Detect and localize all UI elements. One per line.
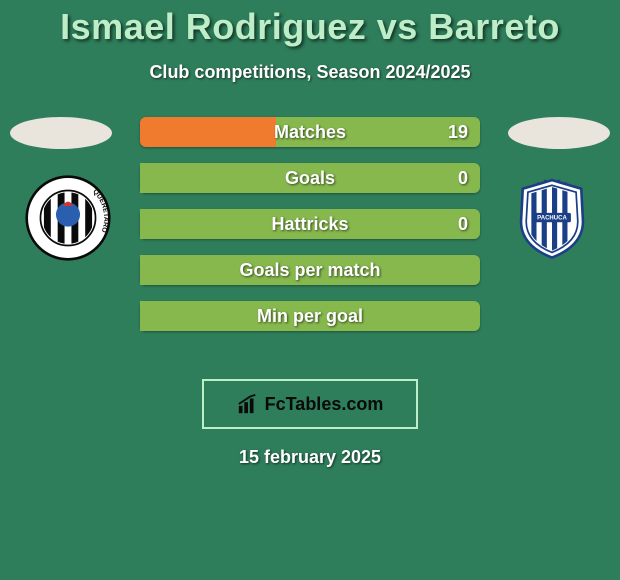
stat-bars: Matches19 Goals0 Hattricks0 Goals per match… [140, 117, 480, 347]
chart-icon [237, 393, 259, 415]
date-line: 15 february 2025 [0, 447, 620, 468]
stat-row: Goals0 [140, 163, 480, 193]
content-area: QUERETARO [0, 117, 620, 367]
bar-segment-left [140, 117, 276, 147]
svg-text:PACHUCA: PACHUCA [537, 216, 567, 222]
bar-segment-right [140, 163, 480, 193]
brand-text: FcTables.com [265, 394, 384, 415]
bar-segment-right [140, 301, 480, 331]
club-badge-right: PACHUCA [502, 175, 602, 261]
player-photo-left [10, 117, 112, 149]
stat-row: Hattricks0 [140, 209, 480, 239]
stat-row: Goals per match [140, 255, 480, 285]
bar-segment-right [140, 255, 480, 285]
stat-row: Min per goal [140, 301, 480, 331]
stat-row: Matches19 [140, 117, 480, 147]
comparison-card: Ismael Rodriguez vs Barreto Club competi… [0, 0, 620, 580]
subtitle: Club competitions, Season 2024/2025 [0, 62, 620, 83]
bar-segment-right [276, 117, 480, 147]
branding-box: FcTables.com [202, 379, 418, 429]
bar-segment-right [140, 209, 480, 239]
queretaro-icon: QUERETARO [18, 175, 118, 261]
player-photo-right [508, 117, 610, 149]
page-title: Ismael Rodriguez vs Barreto [0, 0, 620, 48]
pachuca-icon: PACHUCA [502, 175, 602, 261]
club-badge-left: QUERETARO [18, 175, 118, 261]
